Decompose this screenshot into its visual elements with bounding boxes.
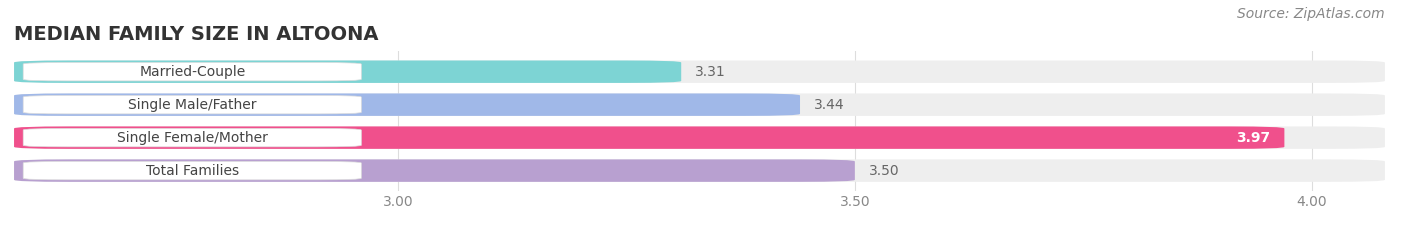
Text: Single Female/Mother: Single Female/Mother [117, 131, 267, 145]
Text: 3.97: 3.97 [1236, 131, 1271, 145]
FancyBboxPatch shape [14, 159, 855, 182]
FancyBboxPatch shape [14, 93, 800, 116]
FancyBboxPatch shape [24, 62, 361, 81]
FancyBboxPatch shape [14, 61, 1385, 83]
Text: Total Families: Total Families [146, 164, 239, 178]
FancyBboxPatch shape [24, 96, 361, 114]
Text: Married-Couple: Married-Couple [139, 65, 246, 79]
Text: Source: ZipAtlas.com: Source: ZipAtlas.com [1237, 7, 1385, 21]
FancyBboxPatch shape [14, 127, 1385, 149]
FancyBboxPatch shape [14, 127, 1285, 149]
Text: 3.31: 3.31 [695, 65, 725, 79]
Text: MEDIAN FAMILY SIZE IN ALTOONA: MEDIAN FAMILY SIZE IN ALTOONA [14, 25, 378, 44]
Text: 3.50: 3.50 [869, 164, 900, 178]
FancyBboxPatch shape [14, 61, 682, 83]
Text: Single Male/Father: Single Male/Father [128, 98, 256, 112]
Text: 3.44: 3.44 [814, 98, 845, 112]
FancyBboxPatch shape [14, 93, 1385, 116]
FancyBboxPatch shape [14, 159, 1385, 182]
FancyBboxPatch shape [24, 128, 361, 147]
FancyBboxPatch shape [24, 161, 361, 180]
